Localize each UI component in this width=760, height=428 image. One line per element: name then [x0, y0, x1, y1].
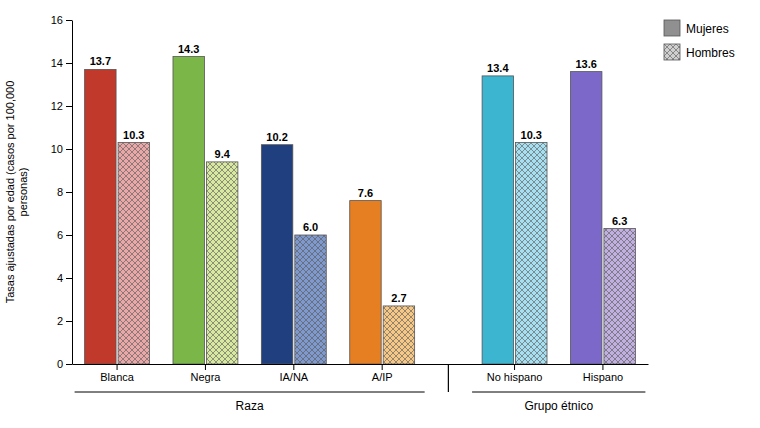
y-tick-mark [66, 278, 72, 279]
y-tick-label: 4 [57, 272, 63, 284]
data-label: 10.3 [123, 129, 144, 141]
x-tick: Hispano [583, 364, 623, 383]
x-axis-line [73, 364, 649, 365]
x-tick-label: Negra [190, 371, 221, 383]
section-separator [448, 364, 449, 392]
data-label: 2.7 [391, 292, 406, 304]
data-label: 10.3 [521, 129, 542, 141]
bar [261, 145, 292, 364]
bar [604, 229, 635, 364]
y-tick-mark [66, 149, 72, 150]
data-label: 6.3 [612, 215, 627, 227]
section-label: Grupo étnico [524, 399, 593, 413]
x-tick: Negra [190, 364, 221, 383]
y-tick-label: 14 [51, 57, 63, 69]
y-tick-mark [66, 63, 72, 64]
y-tick: 14 [51, 57, 72, 69]
bar [206, 162, 237, 364]
y-tick-label: 16 [51, 14, 63, 26]
x-tick-label: Blanca [100, 371, 135, 383]
legend-swatch [664, 20, 680, 36]
section-label: Raza [236, 399, 264, 413]
bar [383, 306, 414, 364]
y-tick: 2 [57, 315, 72, 327]
y-axis-title-line: Tasas ajustadas por edad (casos por 100,… [4, 81, 16, 304]
legend-label: Mujeres [686, 22, 729, 36]
x-axis: Blanca Negra IA/NA A/IP No hispano Hispano [73, 364, 649, 383]
y-tick-label: 8 [57, 186, 63, 198]
y-tick-label: 6 [57, 229, 63, 241]
y-tick-mark [66, 235, 72, 236]
y-tick: 12 [51, 100, 72, 112]
y-tick-label: 0 [57, 358, 63, 370]
legend-swatch [664, 44, 680, 60]
x-tick-mark [514, 364, 515, 370]
data-labels: 13.7 14.3 10.2 7.6 13.4 13.6 10.3 9.4 6.0 2.7 10.3… [90, 43, 628, 304]
section-bracket [75, 392, 425, 393]
y-axis-title: Tasas ajustadas por edad (casos por 100,… [4, 81, 29, 304]
y-axis-line [72, 21, 73, 365]
section-bracket [472, 392, 645, 393]
y-tick-mark [66, 321, 72, 322]
x-tick: IA/NA [279, 364, 308, 383]
data-label: 13.7 [90, 55, 111, 67]
y-tick: 16 [51, 14, 72, 26]
x-tick-mark [117, 364, 118, 370]
x-tick: A/IP [372, 364, 393, 383]
y-tick: 8 [57, 186, 72, 198]
y-tick-mark [66, 192, 72, 193]
x-tick-label: A/IP [372, 371, 393, 383]
x-tick-label: Hispano [583, 371, 623, 383]
y-tick-mark [66, 20, 72, 21]
y-tick-label: 12 [51, 100, 63, 112]
y-tick-mark [66, 106, 72, 107]
bar-series [118, 143, 635, 364]
legend-label: Hombres [686, 46, 735, 60]
data-label: 10.2 [266, 131, 287, 143]
legend: Mujeres Hombres [664, 20, 735, 60]
x-tick-mark [205, 364, 206, 370]
data-label: 13.6 [575, 58, 596, 70]
legend-item: Hombres [664, 44, 735, 60]
data-label: 13.4 [487, 62, 509, 74]
bar [85, 69, 116, 364]
x-tick-mark [602, 364, 603, 370]
x-tick-mark [382, 364, 383, 370]
y-axis-title-line: personas) [17, 168, 29, 217]
x-tick: Blanca [100, 364, 135, 383]
chart: 0 2 4 6 8 10 12 14 16 Tasas ajustadas por edad (c… [0, 0, 760, 428]
legend-item: Mujeres [664, 20, 729, 36]
data-label: 6.0 [303, 221, 318, 233]
bar [173, 57, 204, 364]
bar [570, 72, 601, 364]
bar [350, 201, 381, 364]
x-tick: No hispano [487, 364, 543, 383]
y-tick: 4 [57, 272, 72, 284]
y-tick-label: 2 [57, 315, 63, 327]
plot: 0 2 4 6 8 10 12 14 16 Tasas ajustadas por edad (c… [4, 14, 735, 413]
y-tick: 10 [51, 143, 72, 155]
y-tick: 6 [57, 229, 72, 241]
data-label: 9.4 [215, 148, 231, 160]
y-tick-mark [66, 364, 72, 365]
data-label: 14.3 [178, 43, 199, 55]
y-axis: 0 2 4 6 8 10 12 14 16 [51, 14, 73, 370]
sections: Raza Grupo étnico [75, 364, 646, 413]
bar-series [85, 57, 602, 364]
y-tick: 0 [57, 358, 72, 370]
x-tick-mark [293, 364, 294, 370]
bar [118, 143, 149, 364]
bar [482, 76, 513, 364]
bar [516, 143, 547, 364]
bars [85, 57, 636, 364]
bar [295, 235, 326, 364]
y-tick-label: 10 [51, 143, 63, 155]
x-tick-label: No hispano [487, 371, 543, 383]
x-tick-label: IA/NA [279, 371, 308, 383]
data-label: 7.6 [358, 187, 373, 199]
